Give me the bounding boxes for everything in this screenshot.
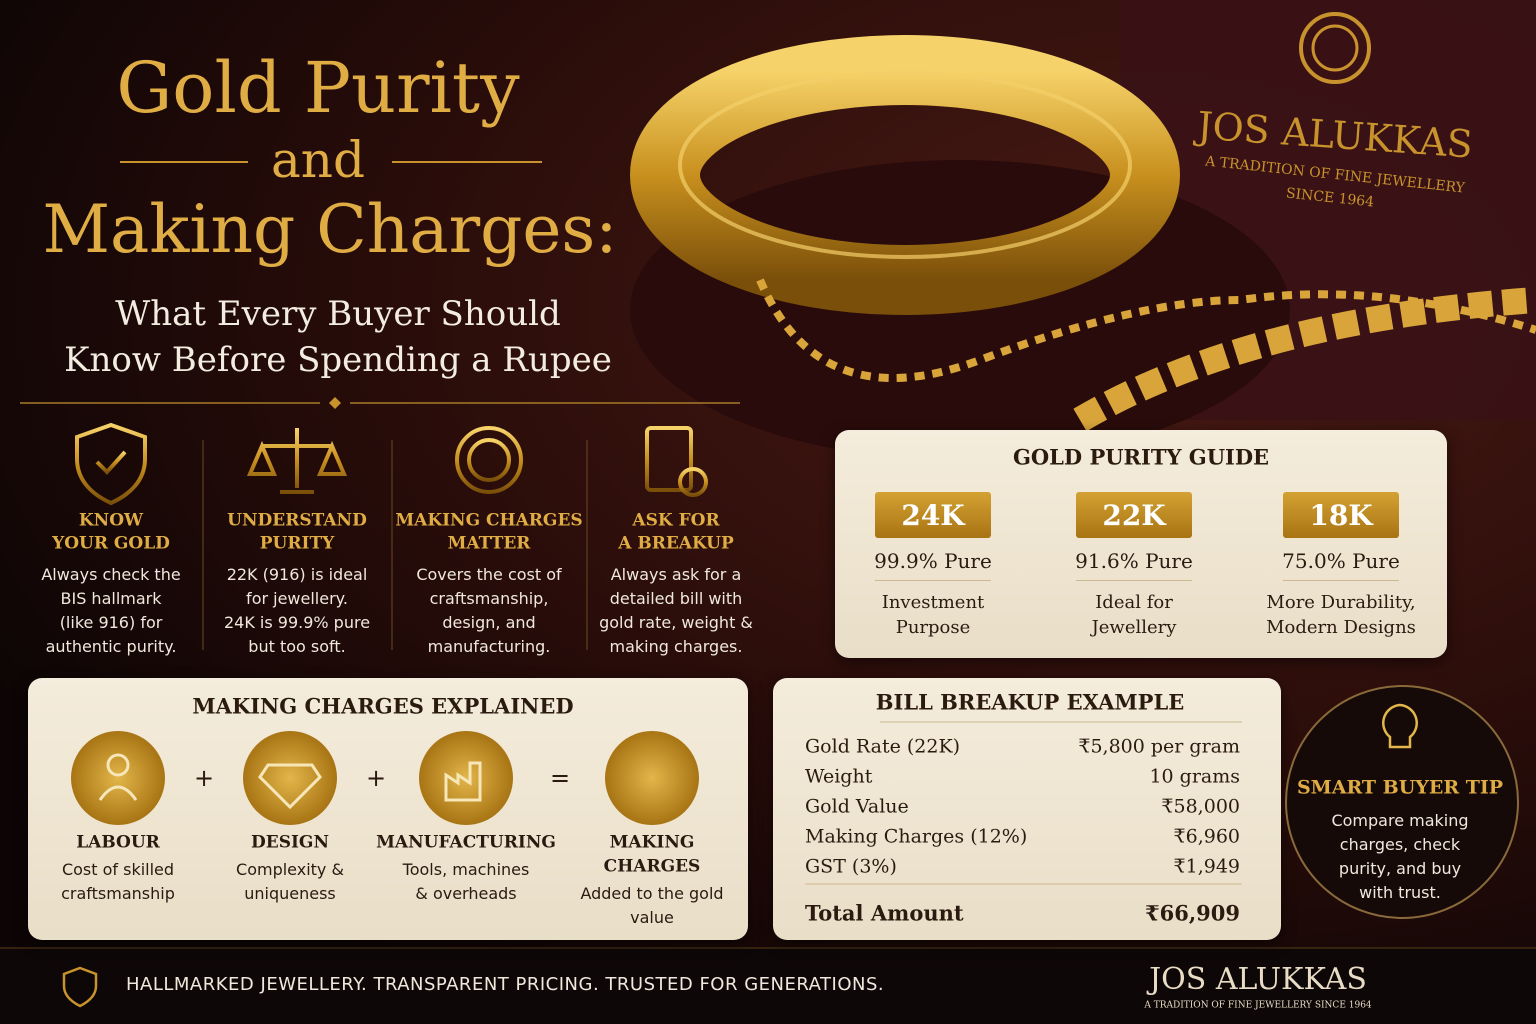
item-desc: Tools, machines: [402, 860, 530, 879]
footer-tagline: A TRADITION OF FINE JEWELLERY SINCE 1964: [1144, 1000, 1372, 1011]
bill-value: ₹6,960: [1173, 825, 1240, 848]
use: Jewellery: [1091, 617, 1177, 638]
item-label: CHARGES: [603, 856, 701, 877]
tip-text: (like 916) for: [59, 613, 163, 632]
tip-circle-title: SMART BUYER TIP: [1296, 776, 1504, 799]
bill-label: Gold Value: [805, 795, 909, 818]
tip-circle-text: purity, and buy: [1338, 859, 1462, 878]
operator: +: [193, 764, 215, 792]
bill-value: 10 grams: [1149, 765, 1240, 788]
bill-value: ₹1,949: [1173, 855, 1240, 878]
footer-brand: JOS ALUKKAS: [1149, 962, 1367, 997]
bill-total-value: ₹66,909: [1145, 900, 1240, 926]
tip-title: ASK FOR: [632, 510, 720, 531]
tip-text: Always check the: [41, 565, 181, 584]
bill-value: ₹58,000: [1161, 795, 1240, 818]
tip-text: detailed bill with: [609, 589, 743, 608]
bill-label: Weight: [805, 765, 873, 788]
use: Modern Designs: [1266, 617, 1416, 638]
bill-label: Making Charges (12%): [805, 825, 1028, 848]
item-desc: value: [630, 908, 674, 927]
operator: +: [365, 764, 387, 792]
tip-title: MATTER: [447, 533, 531, 554]
divider: [1076, 580, 1192, 581]
item-label: MAKING: [609, 832, 695, 853]
tip-text: for jewellery.: [246, 589, 348, 608]
purity-panel: [835, 430, 1447, 658]
tip-title: MAKING CHARGES: [395, 510, 583, 531]
panel-title: GOLD PURITY GUIDE: [1012, 444, 1270, 470]
item-desc: craftsmanship: [61, 884, 175, 903]
tip-text: but too soft.: [248, 637, 346, 656]
bill-total-label: Total Amount: [805, 900, 964, 926]
panel-title: BILL BREAKUP EXAMPLE: [875, 689, 1185, 715]
use: More Durability,: [1266, 592, 1416, 613]
purity: 99.9% Pure: [874, 549, 992, 573]
tip-circle-text: charges, check: [1339, 835, 1461, 854]
item-label: DESIGN: [251, 832, 329, 853]
item-desc: uniqueness: [244, 884, 336, 903]
item-desc: Cost of skilled: [61, 860, 175, 879]
karat: 22K: [1102, 499, 1166, 532]
use: Ideal for: [1095, 592, 1173, 613]
title: Gold Purity: [116, 47, 520, 129]
footer-text: HALLMARKED JEWELLERY. TRANSPARENT PRICIN…: [126, 974, 885, 995]
subtitle: Know Before Spending a Rupee: [64, 340, 612, 380]
karat: 24K: [901, 499, 965, 532]
tip-circle-text: Compare making: [1331, 811, 1469, 830]
tip-title: PURITY: [259, 533, 335, 554]
item-label: LABOUR: [76, 832, 160, 853]
bill-value: ₹5,800 per gram: [1078, 735, 1240, 758]
panel-title: MAKING CHARGES EXPLAINED: [192, 693, 574, 719]
tip-text: manufacturing.: [427, 637, 551, 656]
purity: 91.6% Pure: [1075, 549, 1193, 573]
bill-label: Gold Rate (22K): [805, 735, 961, 758]
item-desc: Complexity &: [236, 860, 344, 879]
use: Investment: [881, 592, 985, 613]
tip-title: KNOW: [78, 510, 144, 531]
tip-title: UNDERSTAND: [227, 510, 367, 531]
use: Purpose: [895, 617, 971, 638]
title: and: [270, 131, 366, 189]
item-desc: Added to the gold: [580, 884, 724, 903]
title: Making Charges:: [42, 191, 618, 268]
tip-text: making charges.: [609, 637, 743, 656]
tip-circle: [1285, 685, 1519, 919]
tip-text: design, and: [442, 613, 536, 632]
tip-text: gold rate, weight &: [599, 613, 753, 632]
divider: [1283, 580, 1399, 581]
tip-title: A BREAKUP: [618, 533, 734, 554]
bill-label: GST (3%): [805, 855, 897, 878]
karat-badge: [1076, 492, 1192, 538]
karat-badge: [875, 492, 991, 538]
divider: [875, 580, 991, 581]
tip-text: 24K is 99.9% pure: [223, 613, 371, 632]
tip-text: BIS hallmark: [60, 589, 162, 608]
tip-text: authentic purity.: [45, 637, 177, 656]
operator: =: [549, 764, 571, 792]
item-label: MANUFACTURING: [376, 832, 556, 853]
tip-text: 22K (916) is ideal: [226, 565, 368, 584]
tip-text: Always ask for a: [610, 565, 742, 584]
tip-circle-text: with trust.: [1359, 883, 1441, 902]
tip-title: YOUR GOLD: [52, 533, 170, 554]
tip-text: craftsmanship,: [429, 589, 549, 608]
karat-badge: [1283, 492, 1399, 538]
karat: 18K: [1309, 499, 1373, 532]
item-desc: & overheads: [415, 884, 517, 903]
purity: 75.0% Pure: [1282, 549, 1400, 573]
tip-text: Covers the cost of: [416, 565, 562, 584]
subtitle: What Every Buyer Should: [115, 294, 561, 334]
